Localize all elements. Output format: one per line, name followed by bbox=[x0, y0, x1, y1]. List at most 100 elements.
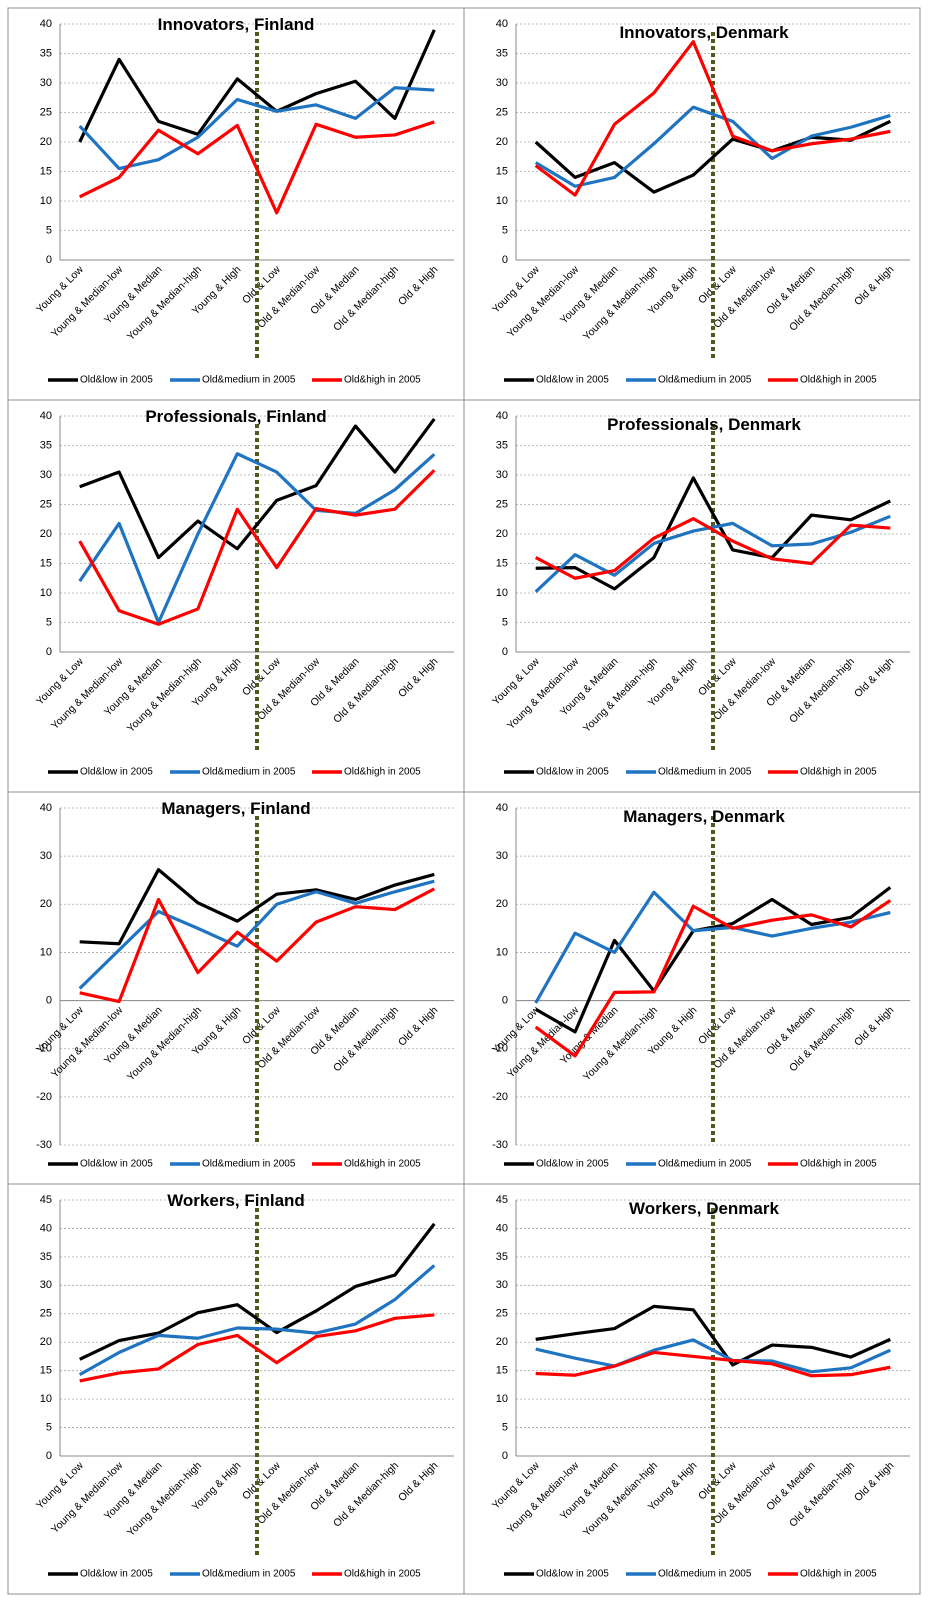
legend-label: Old&medium in 2005 bbox=[202, 767, 296, 778]
panel-border bbox=[463, 399, 921, 793]
y-tick-label: 5 bbox=[46, 1421, 52, 1433]
legend-label: Old&low in 2005 bbox=[536, 375, 609, 386]
legend-label: Old&medium in 2005 bbox=[658, 1159, 752, 1170]
legend-label: Old&high in 2005 bbox=[344, 375, 421, 386]
y-tick-label: 30 bbox=[40, 1279, 52, 1291]
y-tick-label: 5 bbox=[502, 616, 508, 628]
y-tick-label: 30 bbox=[496, 469, 508, 481]
y-tick-label: 20 bbox=[40, 136, 52, 148]
series-line bbox=[78, 879, 435, 990]
y-tick-label: 30 bbox=[496, 77, 508, 89]
panel-border bbox=[463, 1183, 921, 1595]
series-line bbox=[78, 120, 435, 215]
y-tick-label: 15 bbox=[40, 1365, 52, 1377]
y-tick-label: -30 bbox=[36, 1139, 52, 1151]
legend-label: Old&high in 2005 bbox=[800, 767, 877, 778]
y-tick-label: 25 bbox=[496, 106, 508, 118]
y-tick-label: 35 bbox=[40, 1251, 52, 1263]
y-tick-label: 35 bbox=[40, 439, 52, 451]
y-tick-label: 10 bbox=[496, 195, 508, 207]
legend-label: Old&medium in 2005 bbox=[202, 1159, 296, 1170]
legend-label: Old&high in 2005 bbox=[800, 375, 877, 386]
series-line bbox=[535, 1338, 891, 1374]
y-tick-label: 0 bbox=[502, 254, 508, 266]
legend-label: Old&low in 2005 bbox=[536, 1159, 609, 1170]
series-line bbox=[78, 86, 435, 171]
y-tick-label: 35 bbox=[40, 47, 52, 59]
y-tick-label: 35 bbox=[496, 439, 508, 451]
series-line bbox=[534, 119, 891, 194]
chart-title: Managers, Denmark bbox=[623, 807, 785, 826]
y-tick-label: 0 bbox=[46, 994, 52, 1006]
legend-label: Old&low in 2005 bbox=[536, 767, 609, 778]
y-tick-label: -10 bbox=[492, 1043, 508, 1055]
y-tick-label: 45 bbox=[40, 1194, 52, 1206]
series-line bbox=[534, 105, 891, 188]
y-tick-label: 5 bbox=[46, 616, 52, 628]
series-line bbox=[78, 1264, 436, 1377]
y-tick-label: 35 bbox=[496, 1251, 508, 1263]
legend-label: Old&low in 2005 bbox=[80, 767, 153, 778]
series-line bbox=[534, 517, 891, 580]
series-line bbox=[534, 899, 892, 1058]
y-tick-label: 0 bbox=[46, 1450, 52, 1462]
y-tick-label: 40 bbox=[496, 802, 508, 814]
panel-border bbox=[7, 1183, 465, 1595]
y-tick-label: 30 bbox=[40, 469, 52, 481]
chart-title: Workers, Denmark bbox=[629, 1199, 779, 1218]
y-tick-label: 20 bbox=[40, 898, 52, 910]
series-line bbox=[534, 40, 891, 197]
y-tick-label: 30 bbox=[496, 850, 508, 862]
y-tick-label: 40 bbox=[496, 1222, 508, 1234]
y-tick-label: 20 bbox=[496, 1336, 508, 1348]
legend-label: Old&low in 2005 bbox=[80, 375, 153, 386]
y-tick-label: 10 bbox=[496, 587, 508, 599]
y-tick-label: 40 bbox=[40, 802, 52, 814]
y-tick-label: 5 bbox=[502, 224, 508, 236]
legend-label: Old&medium in 2005 bbox=[202, 375, 296, 386]
y-tick-label: -30 bbox=[492, 1139, 508, 1151]
series-line bbox=[79, 887, 436, 1004]
y-tick-label: 25 bbox=[40, 498, 52, 510]
y-tick-label: 15 bbox=[496, 1365, 508, 1377]
y-tick-label: 15 bbox=[496, 165, 508, 177]
legend-label: Old&high in 2005 bbox=[344, 1569, 421, 1580]
y-tick-label: 15 bbox=[496, 557, 508, 569]
series-line bbox=[78, 29, 436, 143]
y-tick-label: 20 bbox=[496, 528, 508, 540]
panel-border bbox=[463, 791, 921, 1185]
y-tick-label: 30 bbox=[40, 77, 52, 89]
y-tick-label: 20 bbox=[40, 528, 52, 540]
series-line bbox=[78, 469, 436, 626]
legend-label: Old&medium in 2005 bbox=[658, 767, 752, 778]
y-tick-label: 15 bbox=[40, 557, 52, 569]
series-line bbox=[535, 1304, 891, 1367]
legend-label: Old&medium in 2005 bbox=[658, 1569, 752, 1580]
y-tick-label: 30 bbox=[40, 850, 52, 862]
y-tick-label: 30 bbox=[496, 1279, 508, 1291]
y-tick-label: 40 bbox=[40, 18, 52, 30]
y-tick-label: 25 bbox=[40, 1308, 52, 1320]
series-line bbox=[79, 1313, 435, 1383]
y-tick-label: 40 bbox=[496, 410, 508, 422]
y-tick-label: 0 bbox=[46, 646, 52, 658]
y-tick-label: 10 bbox=[496, 946, 508, 958]
legend-label: Old&medium in 2005 bbox=[658, 375, 752, 386]
panel-border bbox=[7, 791, 465, 1185]
series-line bbox=[534, 514, 891, 593]
y-tick-label: 5 bbox=[46, 224, 52, 236]
y-tick-label: 40 bbox=[40, 410, 52, 422]
legend-label: Old&high in 2005 bbox=[800, 1159, 877, 1170]
y-tick-label: 45 bbox=[496, 1194, 508, 1206]
series-line bbox=[535, 1350, 891, 1378]
y-tick-label: 5 bbox=[502, 1421, 508, 1433]
y-tick-label: 35 bbox=[496, 47, 508, 59]
y-tick-label: -20 bbox=[36, 1091, 52, 1103]
